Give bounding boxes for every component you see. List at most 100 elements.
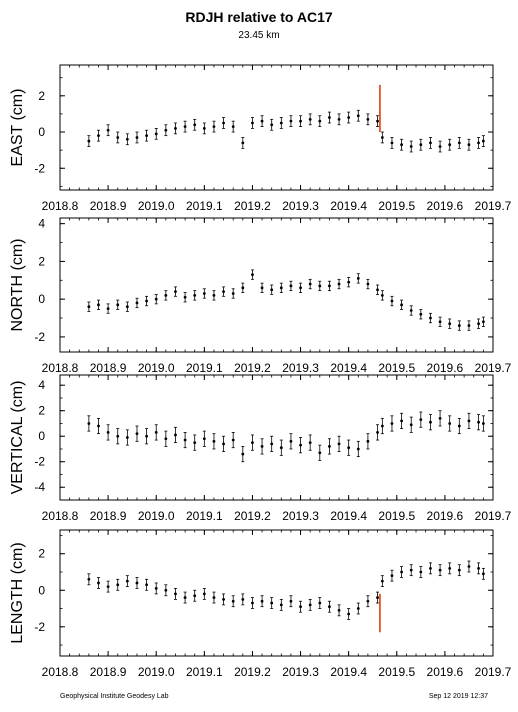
data-marker: [438, 416, 442, 420]
panel-2: 2018.8 2018.9 2019.0 2019.1 2019.2 2019.3 2019…: [9, 217, 512, 375]
data-point: [356, 109, 360, 122]
data-point: [308, 113, 312, 126]
data-point: [193, 118, 197, 131]
data-point: [289, 280, 293, 292]
data-point: [241, 593, 245, 606]
data-marker: [125, 137, 129, 141]
data-point: [400, 299, 404, 310]
data-point: [318, 597, 322, 609]
data-marker: [260, 286, 264, 290]
x-tick-label: 2019.1: [186, 199, 223, 213]
data-point: [125, 575, 129, 588]
plot-frame: [59, 529, 494, 657]
y-tick-label: 4: [38, 378, 45, 392]
x-tick-label: 2019.3: [282, 199, 319, 213]
x-tick-label: 2019.6: [427, 199, 464, 213]
data-marker: [212, 293, 216, 297]
data-marker: [299, 286, 302, 290]
data-point: [438, 140, 442, 153]
data-point: [477, 318, 481, 329]
data-point: [400, 566, 404, 578]
data-marker: [400, 419, 403, 423]
data-point: [337, 604, 341, 617]
data-marker: [145, 134, 149, 138]
data-marker: [251, 121, 254, 125]
data-marker: [164, 588, 168, 592]
data-point: [87, 301, 91, 312]
data-marker: [299, 119, 302, 123]
data-point: [477, 562, 481, 575]
data-point: [356, 602, 360, 615]
data-marker: [116, 136, 120, 139]
data-point: [222, 286, 226, 297]
data-point: [270, 284, 274, 295]
data-marker: [279, 603, 283, 607]
data-marker: [376, 596, 379, 599]
data-point: [145, 295, 149, 307]
chart-title: RDJH relative to AC17: [185, 9, 333, 25]
data-point: [125, 133, 129, 146]
data-marker: [106, 585, 110, 589]
data-point: [145, 578, 149, 591]
data-point: [448, 318, 452, 329]
data-point: [212, 433, 216, 450]
data-marker: [289, 284, 293, 288]
data-marker: [429, 420, 432, 424]
data-point: [337, 278, 341, 290]
data-marker: [116, 583, 120, 587]
data-marker: [212, 596, 216, 599]
data-marker: [328, 445, 331, 448]
x-tick-label: 2019.7: [475, 665, 512, 679]
data-marker: [308, 117, 312, 121]
data-point: [231, 288, 235, 299]
data-marker: [87, 577, 91, 581]
data-point: [145, 428, 149, 445]
data-point: [467, 560, 471, 573]
data-marker: [481, 139, 485, 143]
data-marker: [308, 603, 312, 607]
data-marker: [390, 422, 394, 425]
data-marker: [366, 599, 370, 603]
data-point: [279, 439, 283, 456]
data-marker: [106, 430, 110, 434]
data-marker: [193, 293, 197, 297]
data-marker: [231, 599, 235, 603]
data-marker: [154, 587, 158, 590]
data-marker: [467, 143, 471, 147]
data-point: [327, 280, 331, 292]
data-point: [347, 111, 351, 124]
data-point: [376, 424, 380, 441]
data-marker: [376, 288, 379, 292]
data-marker: [241, 597, 245, 601]
data-point: [231, 431, 235, 449]
data-point: [270, 435, 274, 452]
data-marker: [231, 438, 235, 442]
data-marker: [457, 141, 461, 145]
data-point: [87, 415, 91, 432]
data-point: [125, 429, 129, 446]
data-marker: [481, 422, 485, 425]
data-marker: [270, 442, 274, 446]
data-marker: [222, 442, 225, 446]
x-tick-label: 2018.8: [42, 665, 79, 679]
data-point: [366, 113, 370, 126]
data-point: [106, 124, 110, 137]
x-tick-label: 2018.8: [42, 509, 79, 523]
data-point: [419, 309, 423, 320]
data-point: [250, 434, 254, 451]
data-marker: [174, 592, 177, 596]
data-point: [87, 573, 91, 586]
data-marker: [135, 432, 139, 436]
data-point: [409, 140, 413, 153]
data-marker: [87, 305, 91, 309]
data-point: [116, 299, 120, 310]
y-tick-label: 0: [38, 583, 45, 597]
data-point: [337, 435, 341, 452]
data-point: [212, 120, 216, 133]
y-tick-label: 0: [38, 125, 45, 139]
x-tick-label: 2019.1: [186, 509, 223, 523]
plot-frame: [59, 217, 494, 353]
data-point: [241, 282, 245, 293]
data-point: [419, 566, 423, 578]
